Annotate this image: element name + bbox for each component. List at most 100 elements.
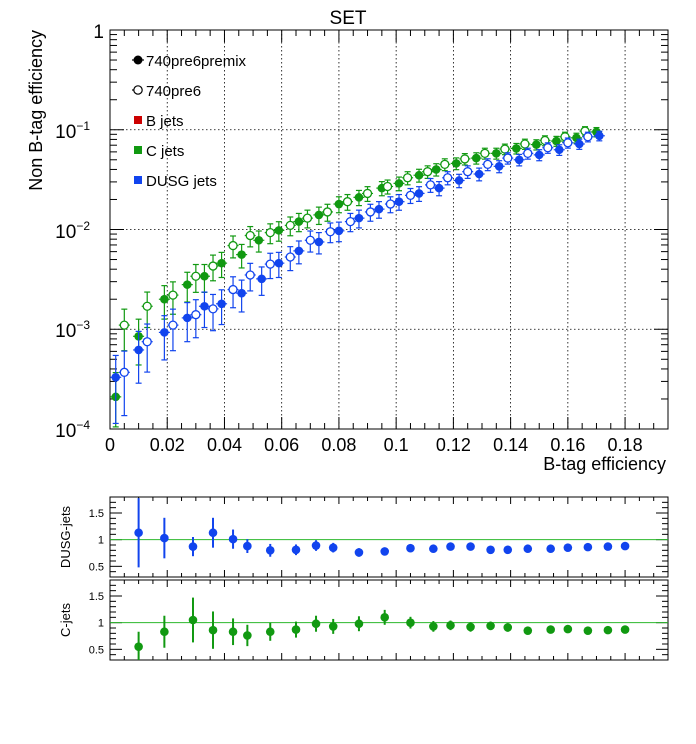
data-point bbox=[216, 251, 228, 279]
x-tick-label: 0.08 bbox=[321, 435, 356, 455]
marker bbox=[583, 542, 593, 552]
marker bbox=[446, 621, 455, 630]
legend-entry-pre6: 740pre6 bbox=[132, 83, 201, 100]
data-point bbox=[256, 266, 268, 296]
data-point bbox=[482, 158, 494, 172]
legend-entry-dusg-jets: DUSG jets bbox=[134, 173, 217, 190]
data-point bbox=[273, 221, 285, 242]
ratio-y-tick-label: 1.5 bbox=[89, 591, 104, 603]
marker bbox=[328, 622, 338, 631]
marker bbox=[603, 625, 613, 635]
marker bbox=[492, 149, 501, 158]
y-tick-label-1e-1: 10−1 bbox=[55, 119, 90, 143]
data-point bbox=[118, 350, 130, 417]
marker bbox=[443, 173, 453, 183]
marker bbox=[394, 179, 404, 188]
marker bbox=[217, 299, 226, 309]
data-point bbox=[198, 263, 210, 293]
data-point bbox=[353, 189, 365, 207]
marker bbox=[406, 543, 415, 553]
data-point bbox=[313, 232, 325, 255]
data-point bbox=[141, 291, 153, 329]
legend: 740pre6premix 740pre6 B jets C jets DUSG… bbox=[132, 53, 247, 190]
x-tick-label: 0.18 bbox=[608, 435, 643, 455]
ratio-point bbox=[583, 626, 593, 635]
data-point bbox=[264, 223, 276, 245]
ratio-y-tick-label: 0.5 bbox=[89, 644, 104, 656]
ratio-point bbox=[328, 618, 338, 634]
marker bbox=[134, 642, 143, 651]
marker bbox=[494, 162, 504, 171]
marker bbox=[285, 252, 295, 262]
ratio-dusg-ticks bbox=[109, 497, 669, 577]
ratio-point bbox=[228, 618, 238, 646]
marker bbox=[460, 154, 470, 164]
marker bbox=[228, 627, 238, 637]
marker bbox=[291, 625, 301, 634]
marker bbox=[354, 548, 364, 557]
ratio-point bbox=[406, 616, 415, 629]
data-point bbox=[582, 131, 594, 143]
marker bbox=[583, 626, 593, 635]
marker bbox=[302, 213, 313, 223]
marker bbox=[471, 153, 481, 163]
legend-label: 740pre6 bbox=[146, 83, 201, 100]
marker bbox=[446, 542, 455, 551]
marker bbox=[254, 235, 264, 245]
y-tick-label-1e-4: 10−4 bbox=[55, 418, 90, 442]
marker bbox=[554, 145, 564, 155]
data-point bbox=[264, 252, 276, 280]
ratio-c-points bbox=[134, 597, 630, 660]
marker bbox=[382, 181, 393, 192]
marker bbox=[142, 301, 152, 311]
ratio-point bbox=[620, 541, 630, 551]
marker bbox=[291, 545, 301, 555]
data-point bbox=[110, 354, 122, 425]
marker bbox=[257, 274, 266, 284]
data-point bbox=[450, 157, 462, 171]
marker bbox=[454, 176, 464, 185]
marker bbox=[414, 170, 424, 180]
ratio-point bbox=[188, 597, 198, 643]
marker bbox=[434, 183, 444, 193]
marker bbox=[160, 294, 169, 304]
data-point bbox=[404, 187, 416, 205]
ratio-point bbox=[160, 615, 169, 648]
ratio-point bbox=[311, 615, 321, 632]
marker bbox=[620, 541, 630, 551]
marker bbox=[217, 258, 226, 268]
ratio-point bbox=[228, 529, 238, 549]
marker bbox=[374, 204, 384, 214]
marker bbox=[603, 542, 613, 551]
marker bbox=[168, 320, 178, 330]
ratio-point bbox=[446, 542, 455, 551]
main-grid bbox=[110, 30, 668, 429]
ratio-point bbox=[563, 624, 573, 634]
data-point bbox=[490, 147, 502, 160]
data-point bbox=[207, 254, 219, 282]
marker bbox=[294, 246, 304, 256]
data-point bbox=[353, 209, 365, 229]
marker bbox=[325, 227, 335, 237]
marker bbox=[480, 148, 490, 158]
data-point bbox=[362, 186, 374, 203]
marker bbox=[546, 625, 555, 634]
marker bbox=[228, 240, 238, 251]
data-point bbox=[216, 289, 228, 326]
data-point bbox=[333, 196, 345, 214]
marker bbox=[466, 542, 475, 551]
x-tick-label: 0.04 bbox=[207, 435, 242, 455]
data-point bbox=[442, 171, 454, 186]
ratio-y-tick-label: 1.5 bbox=[89, 508, 104, 520]
marker bbox=[543, 143, 553, 153]
data-point bbox=[530, 139, 542, 151]
y-tick-label-1e-3: 10−3 bbox=[55, 318, 90, 342]
data-point bbox=[293, 212, 305, 233]
main-data-points bbox=[110, 126, 605, 428]
data-point bbox=[344, 212, 356, 233]
main-y-tick-labels: 10−4 10−3 10−2 10−1 1 bbox=[55, 22, 104, 442]
marker bbox=[354, 213, 364, 223]
data-point bbox=[510, 142, 522, 155]
ratio-c-y-label: C-jets bbox=[58, 603, 73, 637]
ratio-y-tick-label: 1 bbox=[98, 535, 104, 547]
